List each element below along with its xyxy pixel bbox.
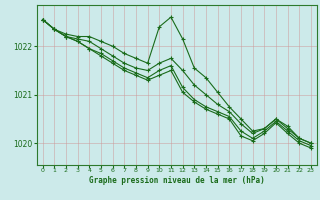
X-axis label: Graphe pression niveau de la mer (hPa): Graphe pression niveau de la mer (hPa): [89, 176, 265, 185]
